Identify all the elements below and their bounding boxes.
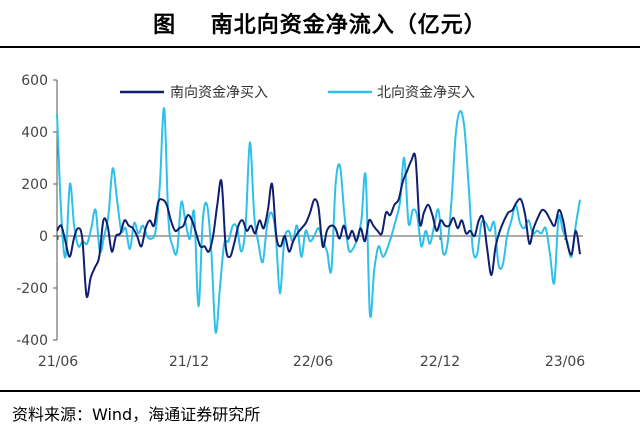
y-tick-label: 600 — [21, 73, 48, 89]
x-tick-label: 22/12 — [420, 354, 460, 370]
page-title: 图 南北向资金净流入（亿元） — [153, 13, 487, 38]
y-tick-label: -400 — [16, 333, 48, 349]
line-chart: 600 400 200 0 -200 -400 21/06 21/12 22/06 22/12 23… — [16, 73, 585, 370]
legend-label-northbound: 北向资金净买入 — [377, 85, 475, 101]
legend: 南向资金净买入 北向资金净买入 — [120, 85, 475, 101]
chart-axes: 600 400 200 0 -200 -400 21/06 21/12 22/06 22/12 23… — [16, 73, 585, 370]
x-tick-label: 21/12 — [169, 354, 209, 370]
source-footer: 资料来源：Wind，海通证券研究所 — [0, 390, 640, 431]
series-line-southbound — [56, 152, 581, 299]
series-layer — [56, 107, 581, 334]
series-line-northbound — [56, 107, 581, 334]
x-tick-label: 21/06 — [38, 354, 78, 370]
y-tick-label: 400 — [21, 125, 48, 141]
title-bar: 图 南北向资金净流入（亿元） — [0, 0, 640, 48]
source-note: 资料来源：Wind，海通证券研究所 — [12, 405, 261, 424]
y-tick-label: 0 — [39, 229, 48, 245]
legend-label-southbound: 南向资金净买入 — [170, 85, 268, 101]
x-tick-label: 22/06 — [293, 354, 333, 370]
y-tick-label: 200 — [21, 177, 48, 193]
x-tick-label: 23/06 — [545, 354, 585, 370]
y-tick-label: -200 — [16, 281, 48, 297]
